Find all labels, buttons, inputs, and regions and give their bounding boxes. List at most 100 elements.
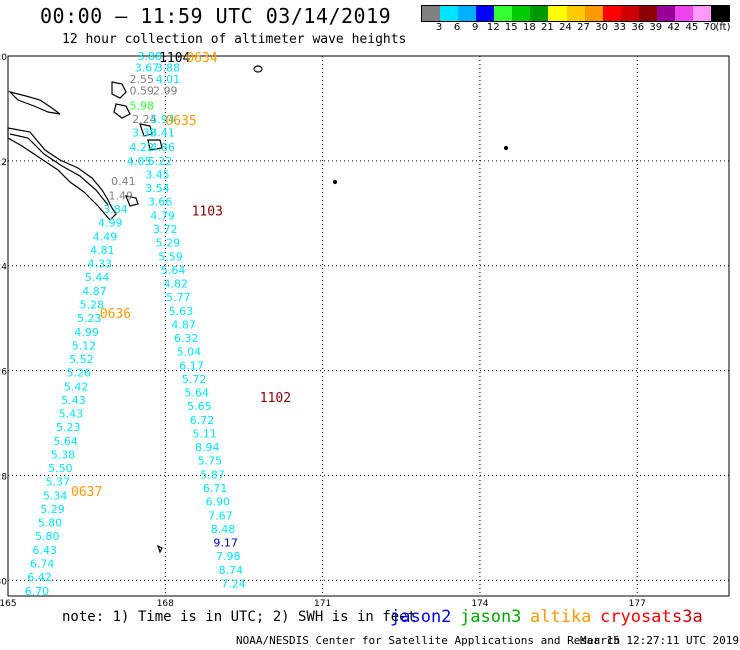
track-1104-1102: 3.884.012.99 5.943.414.865.223.453.543.66… (145, 62, 246, 591)
color-legend (421, 5, 730, 22)
wave-height-value: 5.11 (192, 427, 217, 440)
wave-height-value: 3.72 (153, 223, 178, 236)
wave-height-value: 4.01 (156, 73, 181, 86)
wave-height-value: 2.99 (153, 85, 178, 98)
lat-label: -24 (0, 263, 7, 273)
island-7 (253, 65, 263, 73)
wave-height-value: 0.41 (111, 175, 136, 188)
wave-height-value: 5.63 (169, 305, 194, 318)
wave-height-value: 4.49 (93, 230, 118, 243)
legend-label: 21 (541, 22, 554, 33)
wave-height-value: 5.23 (56, 421, 81, 434)
wave-height-value: 5.50 (48, 462, 73, 475)
axis-labels: -20 -22 -24 -26 -28 -30 165 168 171 174 177 (0, 53, 646, 609)
wave-height-value: 5.37 (46, 476, 71, 489)
legend-labels: 3 6 9 12 15 18 21 24 27 30 33 36 39 42 45 70 (ft) (421, 22, 731, 34)
wave-height-value: 5.44 (85, 271, 110, 284)
legend-label: 27 (577, 22, 590, 33)
lon-label: 174 (471, 599, 488, 609)
wave-height-value: 6.71 (203, 482, 228, 495)
wave-height-value: 5.29 (156, 237, 181, 250)
wave-height-value: 3.41 (150, 127, 175, 140)
wave-height-value: 3.66 (148, 196, 173, 209)
wave-height-value: 5.64 (161, 264, 186, 277)
new-caledonia-island-inner (9, 133, 109, 206)
lat-label: -22 (0, 158, 7, 168)
wave-height-value: 6.17 (179, 359, 204, 372)
legend-swatch (674, 6, 693, 21)
legend-swatch (638, 6, 657, 21)
credit-text: NOAA/NESDIS Center for Satellite Applica… (236, 634, 621, 647)
island-8 (503, 145, 509, 151)
wave-height-value: 5.59 (158, 250, 183, 263)
lat-label: -26 (0, 368, 7, 378)
wave-height-value: 5.75 (198, 455, 223, 468)
wave-height-value: 5.72 (182, 373, 207, 386)
wave-height-value: 5.43 (59, 408, 84, 421)
wave-height-value: 5.23 (77, 312, 102, 325)
legend-label: 39 (649, 22, 663, 33)
lat-label: -28 (0, 472, 7, 482)
footer-note: note: 1) Time is in UTC; 2) SWH is in fe… (62, 609, 417, 625)
wave-height-value: 5.43 (61, 394, 86, 407)
wave-height-value: 8.74 (219, 564, 244, 577)
lon-label: 165 (0, 599, 17, 609)
wave-height-value: 5.04 (177, 346, 202, 359)
wave-height-value: 6.42 (27, 571, 52, 584)
wave-height-value: 8.94 (195, 441, 220, 454)
legend-label: 30 (595, 22, 608, 33)
legend-label: 24 (559, 22, 572, 33)
wave-height-value: 6.43 (32, 544, 57, 557)
wave-height-value: 4.86 (150, 141, 175, 154)
legend-label: 6 (453, 22, 461, 33)
wave-height-value: 4.33 (88, 258, 113, 271)
satellite-altika: altika (530, 607, 592, 627)
lon-label: 171 (314, 599, 331, 609)
legend-label: 15 (504, 22, 518, 33)
wave-height-value: 4.81 (90, 244, 115, 257)
wave-height-value: 5.77 (166, 291, 191, 304)
legend-swatch (422, 6, 441, 21)
legend-label: 70 (703, 22, 717, 33)
legend-label: 42 (667, 22, 681, 33)
pass-time-label: 0634 (186, 51, 217, 66)
altimeter-tracks: 3.883.672.550.595.982.243.384.224.05 0.41… (25, 50, 246, 598)
legend-swatch (692, 6, 711, 21)
wave-height-value: 7.24 (221, 577, 246, 590)
legend-label: 3 (435, 22, 443, 33)
map-title: 00:00 — 11:59 UTC 03/14/2019 (40, 4, 392, 28)
legend-label: 9 (471, 22, 479, 33)
lon-label: 177 (629, 599, 646, 609)
wave-height-value: 6.32 (174, 332, 199, 345)
legend-swatch (512, 6, 531, 21)
wave-height-value: 3.45 (145, 168, 170, 181)
wave-height-value: 5.64 (185, 387, 210, 400)
wave-height-value: 4.05 (127, 155, 152, 168)
wave-height-value: 5.34 (43, 489, 68, 502)
track-0634-0635: 3.883.672.550.595.982.243.384.224.05 0.41… (25, 50, 162, 598)
lat-label: -20 (0, 53, 7, 63)
wave-height-value: 5.28 (80, 299, 105, 312)
wave-height-value: 4.99 (74, 326, 99, 339)
legend-swatch (566, 6, 585, 21)
lon-label: 168 (157, 599, 174, 609)
legend-label: 45 (685, 22, 699, 33)
wave-height-value: 2.24 (132, 113, 157, 126)
wave-height-value: 8.48 (211, 523, 236, 536)
wave-height-value: 9.17 (213, 537, 238, 550)
legend-swatch (548, 6, 567, 21)
island-2 (111, 81, 127, 99)
legend-swatch (476, 6, 495, 21)
legend-swatch (602, 6, 621, 21)
legend-label: 33 (613, 22, 627, 33)
legend-label: (ft) (715, 22, 731, 33)
wave-height-value: 4.99 (98, 217, 123, 230)
wave-height-value: 6.74 (30, 557, 55, 570)
pass-time-label: 1102 (260, 391, 291, 406)
wave-height-value: 3.67 (135, 62, 160, 75)
satellite-cryosat: cryosat (600, 607, 672, 627)
generated-timestamp: Mar 15 12:27:11 UTC 2019 (580, 634, 739, 647)
legend-swatch (711, 6, 730, 21)
